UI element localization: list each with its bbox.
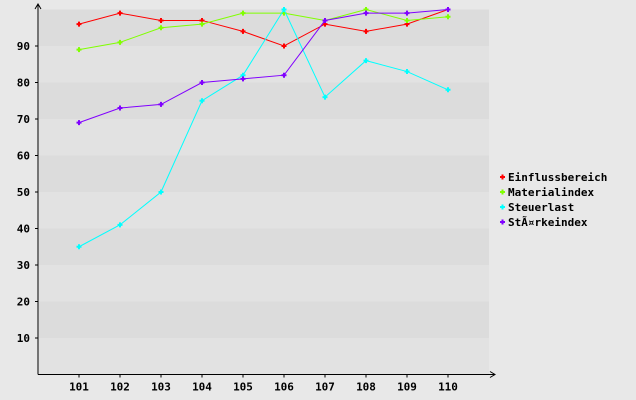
data-point bbox=[158, 101, 164, 107]
data-point bbox=[76, 47, 82, 53]
x-tick-label: 107 bbox=[315, 381, 335, 394]
data-point bbox=[117, 105, 123, 111]
data-point bbox=[117, 39, 123, 45]
data-point bbox=[199, 80, 205, 85]
grid-band bbox=[39, 82, 489, 119]
data-point bbox=[117, 222, 123, 228]
data-point bbox=[363, 10, 369, 16]
x-tick-label: 110 bbox=[438, 381, 458, 394]
data-point bbox=[158, 25, 164, 31]
data-point bbox=[404, 17, 410, 23]
y-tick-label: 30 bbox=[17, 259, 30, 272]
data-point bbox=[76, 120, 82, 126]
data-point bbox=[363, 58, 369, 64]
data-point bbox=[322, 17, 328, 23]
y-tick-label: 80 bbox=[17, 77, 30, 90]
x-tick-label: 103 bbox=[151, 381, 171, 394]
data-point bbox=[199, 21, 205, 27]
legend-label: StÃ¤rkeindex bbox=[508, 216, 588, 229]
grid-band bbox=[39, 301, 489, 338]
data-point bbox=[158, 17, 164, 23]
data-point bbox=[404, 10, 410, 16]
legend-marker bbox=[500, 174, 505, 180]
legend-marker bbox=[500, 204, 505, 210]
series-line bbox=[78, 8, 449, 248]
x-tick-label: 108 bbox=[356, 381, 376, 394]
legend-label: Steuerlast bbox=[508, 201, 574, 214]
grid-band bbox=[39, 338, 489, 375]
data-point bbox=[445, 7, 451, 12]
data-point bbox=[240, 28, 246, 34]
grid-band bbox=[39, 9, 489, 46]
legend-marker bbox=[500, 219, 505, 225]
grid-band bbox=[39, 228, 489, 265]
x-tick-label: 101 bbox=[69, 381, 89, 394]
data-point bbox=[322, 94, 328, 100]
x-tick-label: 109 bbox=[397, 381, 417, 394]
data-point bbox=[281, 7, 287, 12]
data-point bbox=[445, 87, 451, 93]
data-point bbox=[199, 98, 205, 104]
grid-band bbox=[39, 46, 489, 83]
x-axis-arrow bbox=[489, 371, 496, 378]
data-point bbox=[76, 244, 82, 250]
series-line bbox=[78, 9, 449, 47]
data-point bbox=[240, 10, 246, 16]
legend-label: Materialindex bbox=[508, 186, 594, 199]
data-point bbox=[404, 69, 410, 75]
series-line bbox=[78, 8, 449, 51]
y-tick-label: 70 bbox=[17, 113, 30, 126]
y-tick-label: 10 bbox=[17, 332, 30, 345]
grid-band bbox=[39, 265, 489, 302]
data-point bbox=[445, 14, 451, 20]
series-2 bbox=[76, 7, 451, 250]
x-tick-label: 106 bbox=[274, 381, 294, 394]
y-tick-label: 40 bbox=[17, 223, 30, 236]
grid-band bbox=[39, 119, 489, 156]
y-tick-label: 50 bbox=[17, 186, 30, 199]
grid-band bbox=[39, 155, 489, 192]
series-3 bbox=[76, 7, 451, 126]
x-tick-label: 105 bbox=[233, 381, 253, 394]
data-point bbox=[76, 21, 82, 27]
y-tick-label: 90 bbox=[17, 40, 30, 53]
y-axis-arrow bbox=[34, 3, 42, 10]
y-tick-label: 20 bbox=[17, 296, 30, 309]
data-point bbox=[158, 189, 164, 195]
data-point bbox=[281, 72, 287, 78]
data-point bbox=[281, 43, 287, 49]
series-line bbox=[78, 9, 449, 124]
x-tick-label: 104 bbox=[192, 381, 212, 394]
data-point bbox=[240, 76, 246, 82]
x-tick-label: 102 bbox=[110, 381, 130, 394]
legend-marker bbox=[500, 189, 505, 195]
grid-band bbox=[39, 192, 489, 229]
data-point bbox=[117, 10, 123, 16]
data-point bbox=[363, 28, 369, 34]
y-tick-label: 60 bbox=[17, 150, 30, 163]
legend-label: Einflussbereich bbox=[508, 171, 607, 184]
